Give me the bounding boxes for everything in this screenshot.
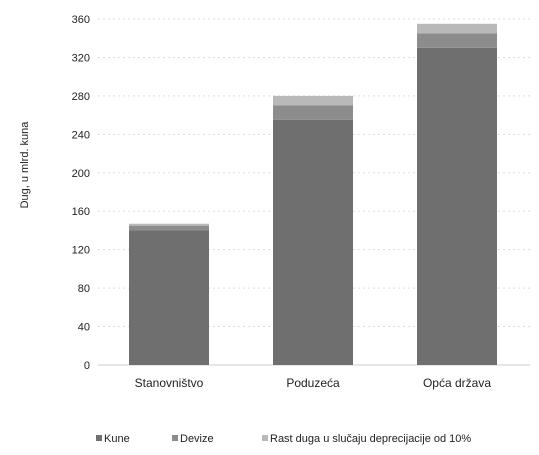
legend-label: Kune (104, 433, 130, 445)
y-tick-label: 200 (72, 168, 90, 180)
y-tick-label: 160 (72, 206, 90, 218)
bar-segment (417, 23, 497, 34)
bar-segment (417, 47, 497, 365)
bar-segment (129, 223, 209, 226)
legend-swatch (262, 435, 268, 441)
bar-segment (129, 230, 209, 365)
x-tick-label: Stanovništvo (135, 376, 204, 390)
y-tick-label: 120 (72, 245, 90, 257)
bar-segment (129, 225, 209, 231)
legend-label: Devize (180, 433, 214, 445)
bars (129, 23, 497, 366)
bar-segment (417, 33, 497, 48)
y-tick-label: 320 (72, 52, 90, 64)
y-tick-label: 80 (78, 283, 90, 295)
bar-segment (273, 119, 353, 366)
x-axis-labels: Stanovništvo Poduzeća Opća država (135, 376, 492, 390)
legend-swatch (96, 435, 102, 441)
y-tick-label: 240 (72, 129, 90, 141)
x-tick-label: Poduzeća (286, 376, 340, 390)
y-tick-label: 0 (84, 360, 90, 372)
y-tick-label: 40 (78, 322, 90, 334)
x-tick-label: Opća država (423, 376, 491, 390)
legend: Kune Devize Rast duga u slučaju deprecijac… (96, 433, 471, 445)
legend-label: Rast duga u slučaju deprecijacije od 10% (270, 433, 471, 445)
y-axis-label: Dug, u mlrd. kuna (19, 121, 31, 209)
y-axis-ticks: 0 40 80 120 160 200 240 280 320 360 (72, 14, 90, 372)
y-tick-label: 360 (72, 14, 90, 26)
bar-segment (273, 95, 353, 106)
y-tick-label: 280 (72, 91, 90, 103)
legend-swatch (172, 435, 178, 441)
bar-segment (273, 105, 353, 120)
